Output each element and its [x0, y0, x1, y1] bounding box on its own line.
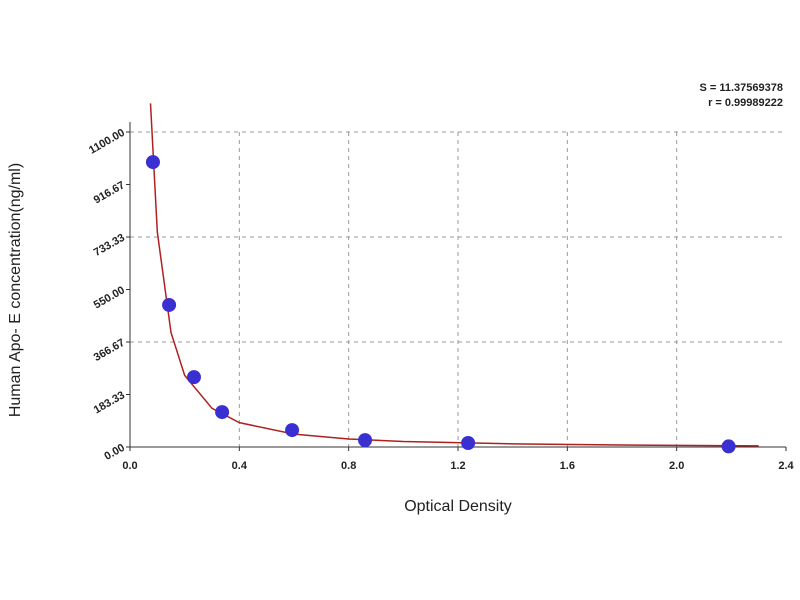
data-point — [215, 405, 230, 420]
x-tick-label: 0.8 — [341, 460, 356, 472]
x-tick-label: 0.0 — [122, 460, 137, 472]
y-tick-label: 550.00 — [92, 284, 127, 311]
y-tick-label: 366.67 — [92, 337, 127, 364]
data-point — [186, 370, 201, 385]
x-tick-label: 0.4 — [232, 460, 248, 472]
y-tick-label: 916.67 — [92, 179, 127, 206]
data-point — [461, 435, 476, 450]
annotation: r = 0.99989222 — [708, 97, 783, 109]
x-axis-title: Optical Density — [404, 498, 512, 515]
x-tick-label: 1.6 — [560, 460, 575, 472]
y-tick-label: 1100.00 — [87, 127, 127, 157]
x-tick-label: 2.4 — [778, 460, 794, 472]
annotation: S = 11.37569378 — [700, 82, 784, 94]
plot-area — [149, 103, 759, 447]
x-tick-label: 1.2 — [450, 460, 465, 472]
y-tick-label: 733.33 — [92, 232, 127, 259]
data-point — [285, 423, 300, 438]
y-tick-label: 183.33 — [92, 389, 127, 416]
data-point — [358, 433, 373, 448]
y-axis-title: Human Apo- E concentration(ng/ml) — [7, 163, 24, 417]
fit-curve — [149, 103, 759, 447]
data-point — [721, 439, 736, 454]
x-tick-label: 2.0 — [669, 460, 684, 472]
data-point — [145, 155, 160, 170]
data-point — [162, 297, 177, 312]
